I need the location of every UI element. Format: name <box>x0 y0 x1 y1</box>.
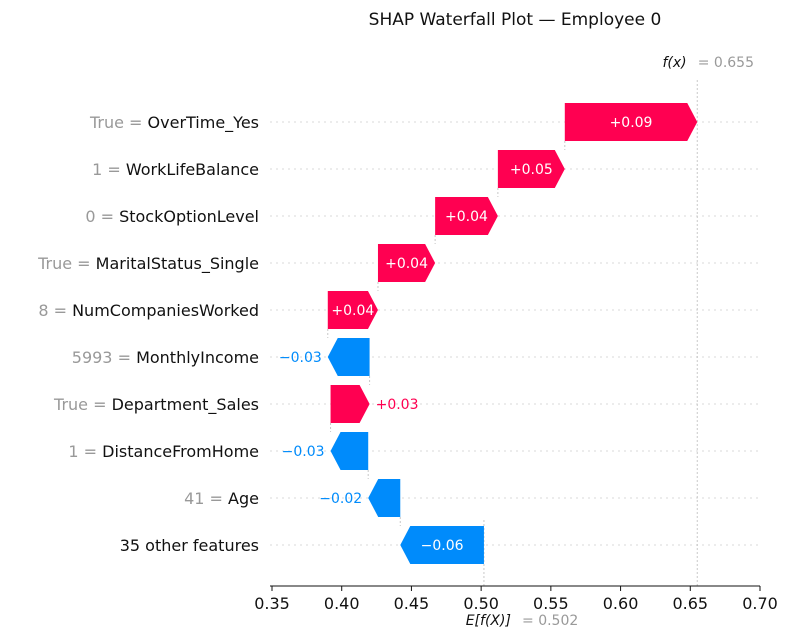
feature-label: 1 = WorkLifeBalance <box>92 160 259 179</box>
x-axis-tick-label: 0.60 <box>603 594 639 613</box>
output-value-label: = 0.655 <box>698 55 754 71</box>
positive-shap-bar <box>377 244 436 282</box>
x-axis-tick-label: 0.70 <box>742 594 778 613</box>
feature-label: 8 = NumCompaniesWorked <box>38 301 259 320</box>
feature-name: WorkLifeBalance <box>126 160 259 179</box>
feature-label: True = Department_Sales <box>53 395 259 415</box>
feature-equals-sign: = <box>102 160 126 179</box>
negative-shap-bar <box>400 526 484 564</box>
feature-name: 35 other features <box>120 536 259 555</box>
chart-title: SHAP Waterfall Plot — Employee 0 <box>369 10 662 30</box>
output-label: f(x) <box>663 55 687 71</box>
feature-equals-sign: = <box>124 113 148 132</box>
positive-shap-bar <box>564 103 698 141</box>
base-value-label: = 0.502 <box>522 613 578 629</box>
feature-name: Department_Sales <box>112 395 259 415</box>
positive-shap-bar <box>327 291 378 329</box>
feature-equals-sign: = <box>79 442 103 461</box>
shap-value-label: −0.02 <box>319 491 362 507</box>
output-annotation: f(x) = 0.655 <box>663 52 755 71</box>
x-axis-tick-label: 0.35 <box>254 594 290 613</box>
feature-value: True <box>53 395 88 414</box>
x-axis-tick-label: 0.40 <box>324 594 360 613</box>
shap-value-label: +0.04 <box>445 209 488 225</box>
shap-value-label: +0.09 <box>610 115 653 131</box>
feature-name: MonthlyIncome <box>136 348 259 367</box>
feature-value: True <box>37 254 72 273</box>
x-axis-tick-label: 0.50 <box>463 594 499 613</box>
feature-value: 8 <box>38 301 48 320</box>
x-axis-tick-label: 0.45 <box>394 594 430 613</box>
feature-label: True = MaritalStatus_Single <box>37 254 259 274</box>
shap-value-label: +0.04 <box>331 303 374 319</box>
x-axis-tick-label: 0.65 <box>672 594 708 613</box>
svg-text:E[f(X)] = 0.502: E[f(X)] = 0.502 <box>466 610 579 629</box>
feature-equals-sign: = <box>96 207 120 226</box>
positive-shap-bar <box>330 385 370 423</box>
feature-name: Age <box>228 489 259 508</box>
feature-value: 41 <box>184 489 204 508</box>
feature-label: 1 = DistanceFromHome <box>68 442 259 461</box>
shap-value-label: +0.04 <box>385 256 428 272</box>
shap-value-label: +0.03 <box>376 397 419 413</box>
feature-label: 0 = StockOptionLevel <box>85 207 259 226</box>
shap-value-label: −0.03 <box>279 350 322 366</box>
feature-equals-sign: = <box>204 489 228 508</box>
bar-value-labels: +0.09 +0.05 +0.04 +0.04 +0.04 −0.03 +0.03 −0.03… <box>279 115 653 554</box>
feature-name: OverTime_Yes <box>148 113 259 133</box>
base-label: E[f(X)] <box>466 613 511 629</box>
shap-value-label: +0.05 <box>510 162 553 178</box>
shap-value-label: −0.06 <box>421 538 464 554</box>
feature-value: True <box>89 113 124 132</box>
x-axis-tick-label: 0.55 <box>533 594 569 613</box>
feature-equals-sign: = <box>49 301 73 320</box>
feature-value: 1 <box>68 442 78 461</box>
feature-value: 5993 <box>72 348 113 367</box>
feature-label: 35 other features <box>120 536 259 555</box>
feature-equals-sign: = <box>88 395 112 414</box>
feature-label: 41 = Age <box>184 489 259 508</box>
feature-equals-sign: = <box>112 348 136 367</box>
base-annotation: E[f(X)] = 0.502 <box>466 610 579 629</box>
shap-value-label: −0.03 <box>282 444 325 460</box>
negative-shap-bar <box>327 338 370 376</box>
feature-label: True = OverTime_Yes <box>89 113 259 133</box>
feature-value: 1 <box>92 160 102 179</box>
feature-equals-sign: = <box>72 254 96 273</box>
feature-name: MaritalStatus_Single <box>96 254 259 274</box>
svg-text:f(x) = 0.655: f(x) = 0.655 <box>663 52 755 71</box>
negative-shap-bar <box>330 432 369 470</box>
feature-labels: True = OverTime_Yes 1 = WorkLifeBalance 0 … <box>37 113 259 555</box>
negative-shap-bar <box>368 479 401 517</box>
positive-shap-bar <box>497 150 565 188</box>
positive-shap-bar <box>435 197 498 235</box>
feature-label: 5993 = MonthlyIncome <box>72 348 259 367</box>
feature-name: StockOptionLevel <box>119 207 259 226</box>
feature-name: DistanceFromHome <box>102 442 259 461</box>
feature-name: NumCompaniesWorked <box>72 301 259 320</box>
feature-value: 0 <box>85 207 95 226</box>
x-axis: 0.35 0.40 0.45 0.50 0.55 0.60 0.65 0.70 <box>254 585 778 613</box>
waterfall-bars <box>327 103 698 564</box>
